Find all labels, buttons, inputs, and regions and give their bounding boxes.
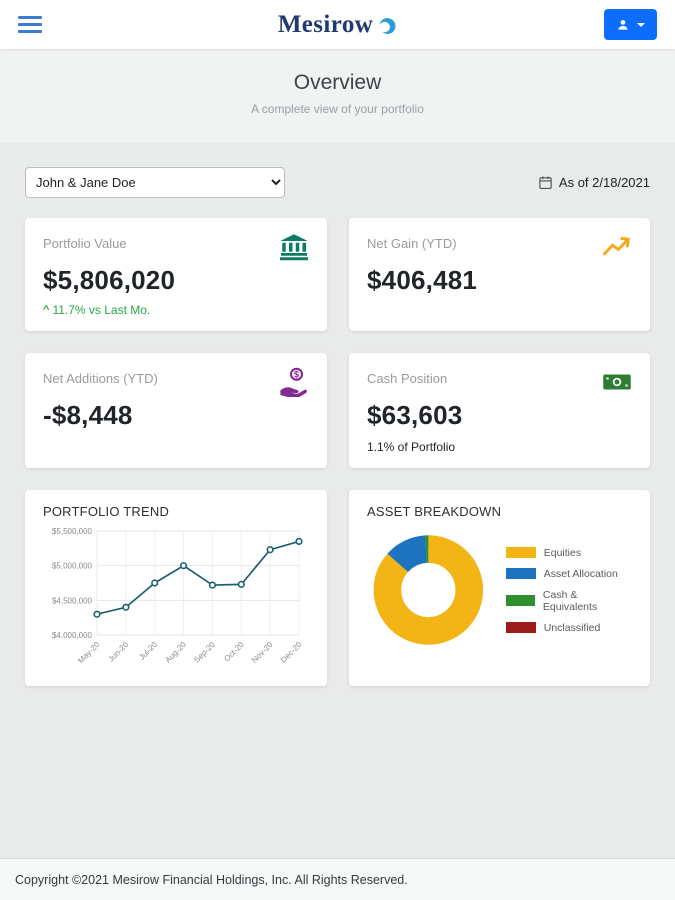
main-content: John & Jane Doe As of 2/18/2021 Portfoli… bbox=[0, 143, 675, 858]
app-header: Mesirow bbox=[0, 0, 675, 50]
card-portfolio-value: Portfolio Value $5,806,020 ^ 11.7 bbox=[25, 218, 327, 331]
portfolio-trend-chart: $4,000,000 $4,500,000 $5,000,000 $5,500,000… bbox=[52, 527, 304, 666]
svg-text:Sep-20: Sep-20 bbox=[192, 640, 217, 665]
card-net-gain: Net Gain (YTD) $406,481 bbox=[349, 218, 650, 331]
legend-label: Cash & Equivalents bbox=[542, 588, 598, 613]
as-of-date: As of 2/18/2021 bbox=[538, 175, 650, 190]
card-net-additions: Net Additions (YTD) $ -$8,448 bbox=[25, 353, 327, 468]
controls-row: John & Jane Doe As of 2/18/2021 bbox=[25, 167, 650, 198]
svg-text:$: $ bbox=[294, 370, 300, 380]
footer: Copyright ©2021 Mesirow Financial Holdin… bbox=[0, 858, 675, 900]
chevron-down-icon bbox=[637, 22, 645, 27]
as-of-label: As of 2/18/2021 bbox=[558, 175, 650, 190]
legend-swatch bbox=[505, 622, 536, 633]
legend-label: Asset Allocation bbox=[543, 567, 618, 580]
card-delta: ^ 11.7% vs Last Mo. bbox=[43, 303, 309, 317]
brand-name: Mesirow bbox=[277, 10, 374, 38]
legend-item-unclassified[interactable]: Unclassified bbox=[505, 621, 632, 634]
svg-text:Jun-20: Jun-20 bbox=[107, 640, 131, 664]
brand-swirl-icon bbox=[379, 18, 396, 34]
legend-label: Equities bbox=[543, 546, 582, 559]
card-subtext: 1.1% of Portfolio bbox=[367, 440, 456, 454]
copyright-text: Copyright ©2021 Mesirow Financial Holdin… bbox=[15, 872, 408, 887]
user-menu-button[interactable] bbox=[604, 9, 657, 40]
card-label: Net Gain (YTD) bbox=[367, 236, 457, 251]
hamburger-menu-button[interactable] bbox=[18, 16, 42, 33]
svg-text:$4,500,000: $4,500,000 bbox=[52, 596, 93, 605]
card-value: $5,806,020 bbox=[43, 265, 176, 295]
hand-holding-dollar-icon: $ bbox=[279, 367, 309, 397]
brand-logo[interactable]: Mesirow bbox=[278, 11, 397, 39]
svg-text:$5,000,000: $5,000,000 bbox=[52, 562, 93, 571]
legend-item-cash-equivalents[interactable]: Cash & Equivalents bbox=[505, 588, 632, 613]
legend-swatch bbox=[505, 595, 535, 606]
donut-area: Equities Asset Allocation Cash & Equival… bbox=[367, 527, 632, 653]
svg-text:Jul-20: Jul-20 bbox=[137, 640, 159, 662]
svg-text:$4,000,000: $4,000,000 bbox=[52, 631, 93, 640]
user-icon bbox=[618, 19, 628, 30]
svg-text:$5,500,000: $5,500,000 bbox=[52, 527, 93, 536]
cards-grid: Portfolio Value $5,806,020 ^ 11.7 bbox=[25, 218, 650, 686]
bank-icon bbox=[279, 232, 309, 262]
page-subtitle: A complete view of your portfolio bbox=[251, 102, 424, 116]
asset-breakdown-card: ASSET BREAKDOWN Equities Asset Allocatio… bbox=[349, 490, 650, 686]
account-select[interactable]: John & Jane Doe bbox=[25, 167, 285, 198]
card-label: Cash Position bbox=[367, 371, 448, 386]
svg-text:May-20: May-20 bbox=[76, 640, 102, 666]
card-label: Net Additions (YTD) bbox=[43, 371, 158, 386]
legend-swatch bbox=[505, 547, 536, 558]
card-value: $406,481 bbox=[367, 265, 478, 295]
legend-item-asset-allocation[interactable]: Asset Allocation bbox=[505, 567, 632, 580]
card-value: -$8,448 bbox=[43, 400, 133, 430]
svg-text:Dec-20: Dec-20 bbox=[279, 640, 304, 665]
legend-swatch bbox=[505, 568, 536, 579]
page-header: Overview A complete view of your portfol… bbox=[0, 50, 675, 143]
chart-title: ASSET BREAKDOWN bbox=[367, 504, 502, 519]
calendar-icon bbox=[539, 176, 552, 189]
svg-text:Oct-20: Oct-20 bbox=[222, 640, 246, 664]
svg-text:Nov-20: Nov-20 bbox=[250, 640, 275, 665]
card-delta-text: 11.7% vs Last Mo. bbox=[52, 303, 151, 317]
legend-label: Unclassified bbox=[543, 621, 601, 634]
asset-breakdown-chart bbox=[373, 535, 484, 645]
hamburger-icon bbox=[18, 16, 42, 19]
chart-title: PORTFOLIO TREND bbox=[43, 504, 170, 519]
chart-legend: Equities Asset Allocation Cash & Equival… bbox=[505, 546, 632, 634]
page-title: Overview bbox=[293, 71, 382, 94]
portfolio-trend-card: PORTFOLIO TREND $4,000,000 $4,500,000 $5,0… bbox=[25, 490, 327, 686]
card-cash-position: Cash Position $63,603 1.1% of Portfolio bbox=[349, 353, 650, 468]
card-value: $63,603 bbox=[367, 400, 463, 430]
chart-line-up-icon bbox=[602, 232, 632, 262]
card-label: Portfolio Value bbox=[43, 236, 127, 251]
caret-up-icon: ^ bbox=[43, 304, 50, 316]
money-bill-icon bbox=[602, 367, 632, 397]
legend-item-equities[interactable]: Equities bbox=[505, 546, 632, 559]
svg-text:Aug-20: Aug-20 bbox=[163, 640, 188, 665]
